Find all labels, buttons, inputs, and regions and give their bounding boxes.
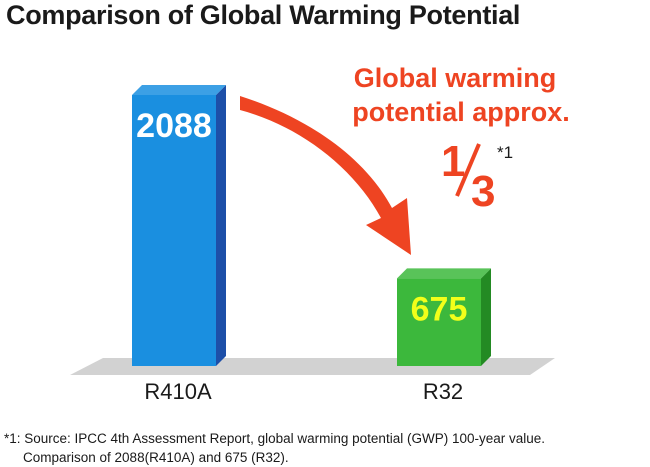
bar-top [132,85,226,95]
bar-side [216,85,226,366]
fraction-numerator: 1 [441,137,465,186]
reduction-arrow [240,96,411,255]
category-label-r32: R32 [423,379,463,404]
footnote-line-1: *1: Source: IPCC 4th Assessment Report, … [4,431,545,446]
annotation-line-2: potential approx. [352,97,570,127]
footnote: *1: Source: IPCC 4th Assessment Report, … [4,429,545,467]
bar-top [397,268,491,279]
bar-front [397,278,481,366]
fraction-slash [455,143,481,197]
chart-title: Comparison of Global Warming Potential [6,0,521,30]
bar-r410a [132,85,226,366]
bar-chart: 2088 R410A 675 R32 Global warming potential … [70,63,570,404]
bar-r32 [397,268,491,366]
value-label-r410a: 2088 [136,107,212,145]
bar-front [132,95,216,366]
footnote-line-2: Comparison of 2088(R410A) and 675 (R32). [23,450,289,465]
annotation-line-1: Global warming [354,63,557,93]
bar-side [481,268,491,366]
value-label-r32: 675 [411,290,468,328]
category-label-r410a: R410A [144,379,212,404]
footnote-reference: *1 [497,143,513,162]
fraction-denominator: 3 [471,167,495,216]
